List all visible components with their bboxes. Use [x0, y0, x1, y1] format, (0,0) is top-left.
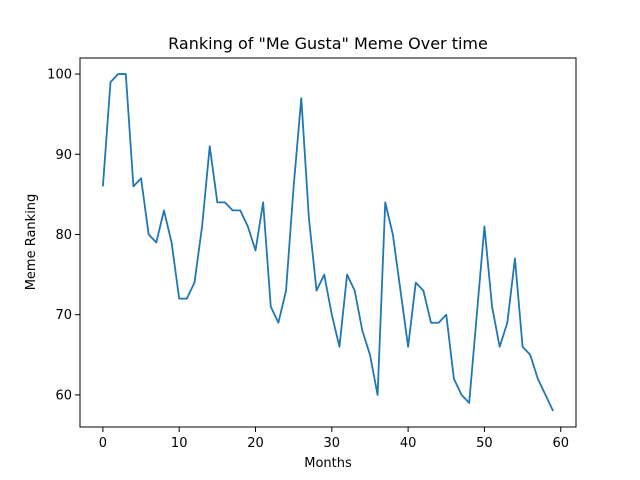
y-axis-title: Meme Ranking	[24, 194, 39, 291]
x-tick-label: 50	[476, 436, 493, 451]
x-tick-label: 40	[400, 436, 417, 451]
x-tick-label: 20	[247, 436, 264, 451]
plot-background	[80, 58, 576, 427]
x-tick-label: 10	[171, 436, 188, 451]
y-axis: 60 70 80 90 100	[47, 68, 80, 403]
x-tick-label: 0	[99, 436, 107, 451]
y-tick-label: 90	[55, 148, 72, 163]
plot-frame	[79, 57, 577, 428]
series-line	[101, 73, 554, 412]
chart-title: Ranking of "Me Gusta" Meme Over time	[168, 34, 488, 53]
y-tick-label: 100	[47, 68, 72, 83]
plot-area	[79, 57, 577, 428]
y-tick-label: 80	[55, 228, 72, 243]
x-tick-label: 30	[324, 436, 341, 451]
y-tick-label: 70	[55, 308, 72, 323]
y-tick-label: 60	[55, 388, 72, 403]
x-axis-title: Months	[304, 456, 352, 471]
x-tick-label: 60	[552, 436, 569, 451]
x-axis: 0 10 20 30 40 50 60	[99, 427, 569, 451]
